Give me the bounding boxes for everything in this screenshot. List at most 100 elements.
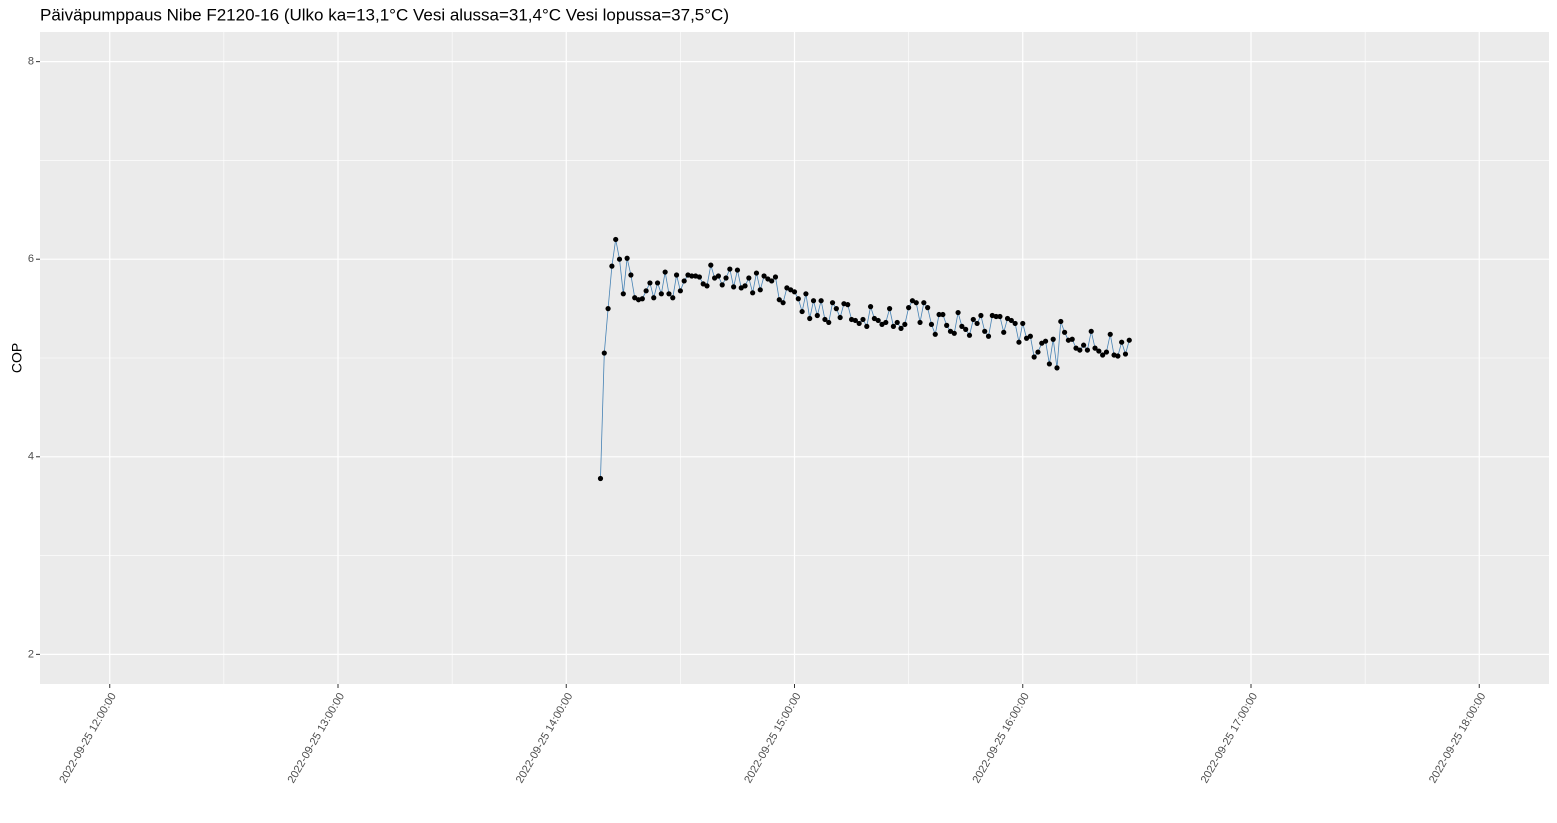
y-tick-label: 2 — [28, 648, 34, 660]
data-point — [829, 300, 836, 306]
data-point — [807, 315, 813, 322]
data-point — [1054, 365, 1060, 371]
data-point — [616, 256, 623, 262]
data-point — [1016, 339, 1022, 345]
data-point — [875, 317, 881, 324]
data-point — [944, 322, 950, 328]
data-point — [628, 272, 634, 278]
data-point — [658, 291, 664, 297]
data-point — [673, 272, 680, 278]
data-point — [753, 270, 760, 276]
data-point — [1122, 351, 1129, 357]
data-point — [1042, 338, 1049, 344]
data-point — [887, 306, 893, 312]
y-tick-label: 8 — [28, 56, 34, 68]
data-point — [852, 317, 858, 324]
data-point — [609, 263, 615, 269]
data-point — [917, 319, 923, 326]
data-point — [734, 267, 741, 273]
data-point — [913, 300, 919, 306]
data-point — [776, 297, 782, 303]
data-point — [1008, 317, 1014, 324]
data-point — [704, 283, 710, 289]
data-point — [1096, 348, 1102, 354]
data-point — [750, 290, 756, 296]
data-point — [890, 323, 897, 329]
data-point — [826, 319, 832, 326]
data-point — [1103, 349, 1110, 355]
x-tick-label: 2022-09-25 14:00:00 — [514, 691, 575, 785]
data-point — [1115, 353, 1121, 359]
x-tick-label: 2022-09-25 15:00:00 — [742, 691, 803, 785]
data-point — [1061, 329, 1068, 335]
data-point — [1012, 320, 1018, 327]
x-tick-label: 2022-09-25 17:00:00 — [1199, 691, 1260, 785]
data-point — [883, 319, 889, 326]
data-point — [837, 314, 843, 321]
data-point — [795, 296, 801, 302]
data-point — [670, 295, 676, 301]
data-point — [803, 291, 809, 297]
data-point — [1001, 329, 1007, 335]
data-point — [1069, 336, 1075, 342]
data-point — [639, 296, 645, 302]
data-point — [761, 273, 767, 279]
data-point — [925, 305, 931, 311]
data-point — [666, 291, 672, 297]
data-point — [624, 255, 630, 261]
data-point — [651, 295, 657, 301]
chart-title: Päiväpumppaus Nibe F2120-16 (Ulko ka=13,… — [40, 5, 729, 24]
data-point — [985, 333, 992, 339]
data-point — [620, 291, 626, 297]
data-point — [814, 312, 820, 319]
data-point — [708, 262, 714, 268]
data-point — [597, 475, 604, 482]
data-point — [963, 326, 969, 332]
data-point — [928, 321, 935, 328]
data-point — [1100, 352, 1106, 358]
data-point — [1107, 331, 1113, 337]
data-point — [818, 298, 824, 304]
data-point — [643, 288, 649, 294]
x-tick-label: 2022-09-25 18:00:00 — [1427, 691, 1488, 785]
data-point — [894, 319, 900, 326]
data-point — [970, 316, 976, 323]
data-point — [727, 266, 733, 272]
data-point — [932, 331, 938, 337]
data-point — [993, 313, 999, 320]
data-point — [715, 273, 722, 279]
data-point — [1046, 361, 1052, 367]
data-point — [791, 289, 798, 295]
data-point — [1020, 320, 1026, 327]
y-axis-label: COP — [9, 343, 25, 373]
data-point — [689, 273, 695, 279]
data-point — [1081, 342, 1087, 348]
data-point — [769, 278, 775, 284]
data-point — [662, 269, 668, 275]
data-point — [654, 280, 661, 286]
data-point — [856, 320, 862, 327]
data-point — [1058, 318, 1064, 325]
y-tick-label: 4 — [28, 451, 34, 463]
data-point — [898, 325, 904, 331]
data-point — [997, 313, 1003, 320]
data-point — [681, 278, 687, 284]
data-point — [1126, 337, 1132, 343]
data-point — [757, 287, 763, 293]
data-point — [601, 350, 607, 356]
y-tick-label: 6 — [28, 253, 34, 265]
data-point — [940, 311, 946, 318]
data-point — [780, 300, 786, 306]
data-point — [772, 274, 779, 280]
x-tick-label: 2022-09-25 13:00:00 — [286, 691, 347, 785]
data-point — [1031, 354, 1037, 360]
data-point — [974, 320, 980, 327]
data-point — [647, 280, 653, 286]
data-point — [605, 306, 611, 312]
data-point — [1050, 336, 1056, 342]
data-point — [978, 312, 984, 319]
data-point — [613, 236, 619, 243]
data-point — [1092, 345, 1098, 351]
data-point — [864, 323, 870, 329]
